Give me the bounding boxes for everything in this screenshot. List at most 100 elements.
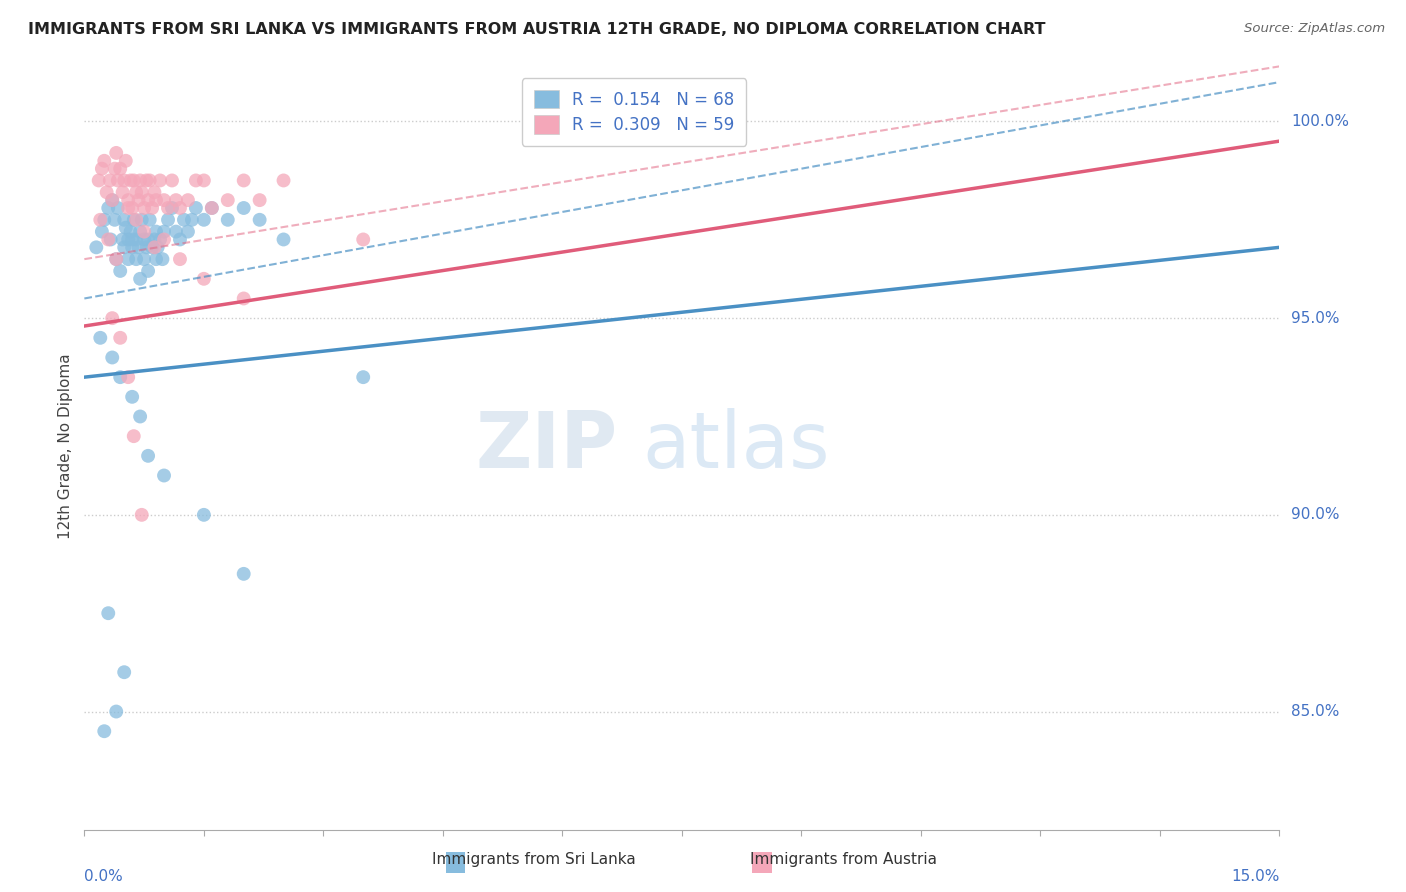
Text: 90.0%: 90.0% bbox=[1292, 508, 1340, 523]
Point bbox=[86, 240, 108, 254]
Point bbox=[110, 331, 132, 345]
Point bbox=[141, 201, 163, 215]
Point bbox=[136, 232, 159, 246]
Point bbox=[169, 201, 191, 215]
Point bbox=[201, 201, 224, 215]
Point bbox=[121, 232, 143, 246]
Text: Immigrants from Austria: Immigrants from Austria bbox=[749, 852, 938, 867]
Point bbox=[157, 212, 180, 227]
Point bbox=[273, 232, 295, 246]
Point bbox=[107, 173, 129, 187]
Point bbox=[96, 186, 118, 200]
Point bbox=[249, 193, 271, 207]
Point bbox=[90, 161, 112, 176]
Point bbox=[101, 311, 124, 326]
Point bbox=[120, 173, 142, 187]
Point bbox=[193, 272, 215, 286]
Point bbox=[352, 232, 374, 246]
Point bbox=[112, 173, 135, 187]
Point bbox=[157, 201, 180, 215]
Point bbox=[111, 186, 134, 200]
Point bbox=[193, 212, 215, 227]
Point bbox=[132, 232, 156, 246]
Point bbox=[143, 240, 166, 254]
Point bbox=[114, 220, 136, 235]
Point bbox=[193, 173, 215, 187]
Point bbox=[131, 508, 153, 522]
Point bbox=[132, 201, 156, 215]
Point bbox=[138, 212, 160, 227]
Point bbox=[146, 240, 169, 254]
Point bbox=[97, 606, 120, 620]
Point bbox=[153, 225, 176, 239]
Point bbox=[110, 161, 132, 176]
Point bbox=[112, 240, 135, 254]
Point bbox=[112, 665, 135, 680]
Point bbox=[89, 331, 111, 345]
Point bbox=[132, 252, 156, 267]
Point bbox=[90, 225, 112, 239]
Point bbox=[273, 173, 295, 187]
Point bbox=[129, 272, 152, 286]
Point bbox=[173, 212, 195, 227]
Point bbox=[217, 212, 239, 227]
Point bbox=[129, 225, 152, 239]
Point bbox=[125, 252, 148, 267]
Point bbox=[93, 724, 115, 739]
Point bbox=[117, 201, 139, 215]
Point bbox=[160, 173, 183, 187]
Point bbox=[104, 212, 127, 227]
Text: 100.0%: 100.0% bbox=[1292, 114, 1350, 129]
Point bbox=[169, 252, 191, 267]
Point bbox=[153, 232, 176, 246]
Point bbox=[201, 201, 224, 215]
Point bbox=[93, 153, 115, 168]
Legend: R =  0.154   N = 68, R =  0.309   N = 59: R = 0.154 N = 68, R = 0.309 N = 59 bbox=[522, 78, 747, 145]
Y-axis label: 12th Grade, No Diploma: 12th Grade, No Diploma bbox=[58, 353, 73, 539]
Point bbox=[122, 212, 145, 227]
Point bbox=[165, 193, 187, 207]
Point bbox=[232, 292, 254, 306]
Text: 15.0%: 15.0% bbox=[1232, 869, 1279, 884]
Point bbox=[232, 173, 254, 187]
Point bbox=[105, 252, 128, 267]
Point bbox=[177, 225, 200, 239]
Point bbox=[125, 186, 148, 200]
Point bbox=[165, 225, 187, 239]
Point bbox=[131, 212, 153, 227]
Point bbox=[138, 173, 160, 187]
Point bbox=[136, 449, 159, 463]
Point bbox=[114, 153, 136, 168]
Point bbox=[125, 212, 148, 227]
Point bbox=[97, 232, 120, 246]
Point bbox=[120, 225, 142, 239]
Point bbox=[181, 212, 204, 227]
Point bbox=[110, 264, 132, 278]
Point bbox=[232, 566, 254, 581]
Point bbox=[131, 186, 153, 200]
Point bbox=[149, 232, 172, 246]
Point bbox=[129, 409, 152, 424]
Point bbox=[141, 240, 163, 254]
Point bbox=[129, 173, 152, 187]
Point bbox=[136, 264, 159, 278]
Point bbox=[145, 193, 167, 207]
Point bbox=[87, 173, 110, 187]
Text: 85.0%: 85.0% bbox=[1292, 704, 1340, 719]
Text: Source: ZipAtlas.com: Source: ZipAtlas.com bbox=[1244, 22, 1385, 36]
Point bbox=[149, 173, 172, 187]
Point bbox=[117, 370, 139, 384]
Point bbox=[160, 201, 183, 215]
Point bbox=[122, 173, 145, 187]
Point bbox=[153, 468, 176, 483]
Point bbox=[111, 232, 134, 246]
Point bbox=[132, 225, 156, 239]
Point bbox=[143, 232, 166, 246]
Point bbox=[117, 232, 139, 246]
Point bbox=[184, 173, 207, 187]
Point bbox=[184, 201, 207, 215]
Point bbox=[153, 193, 176, 207]
Text: 0.0%: 0.0% bbox=[84, 869, 124, 884]
Point bbox=[125, 232, 148, 246]
Point bbox=[105, 252, 128, 267]
